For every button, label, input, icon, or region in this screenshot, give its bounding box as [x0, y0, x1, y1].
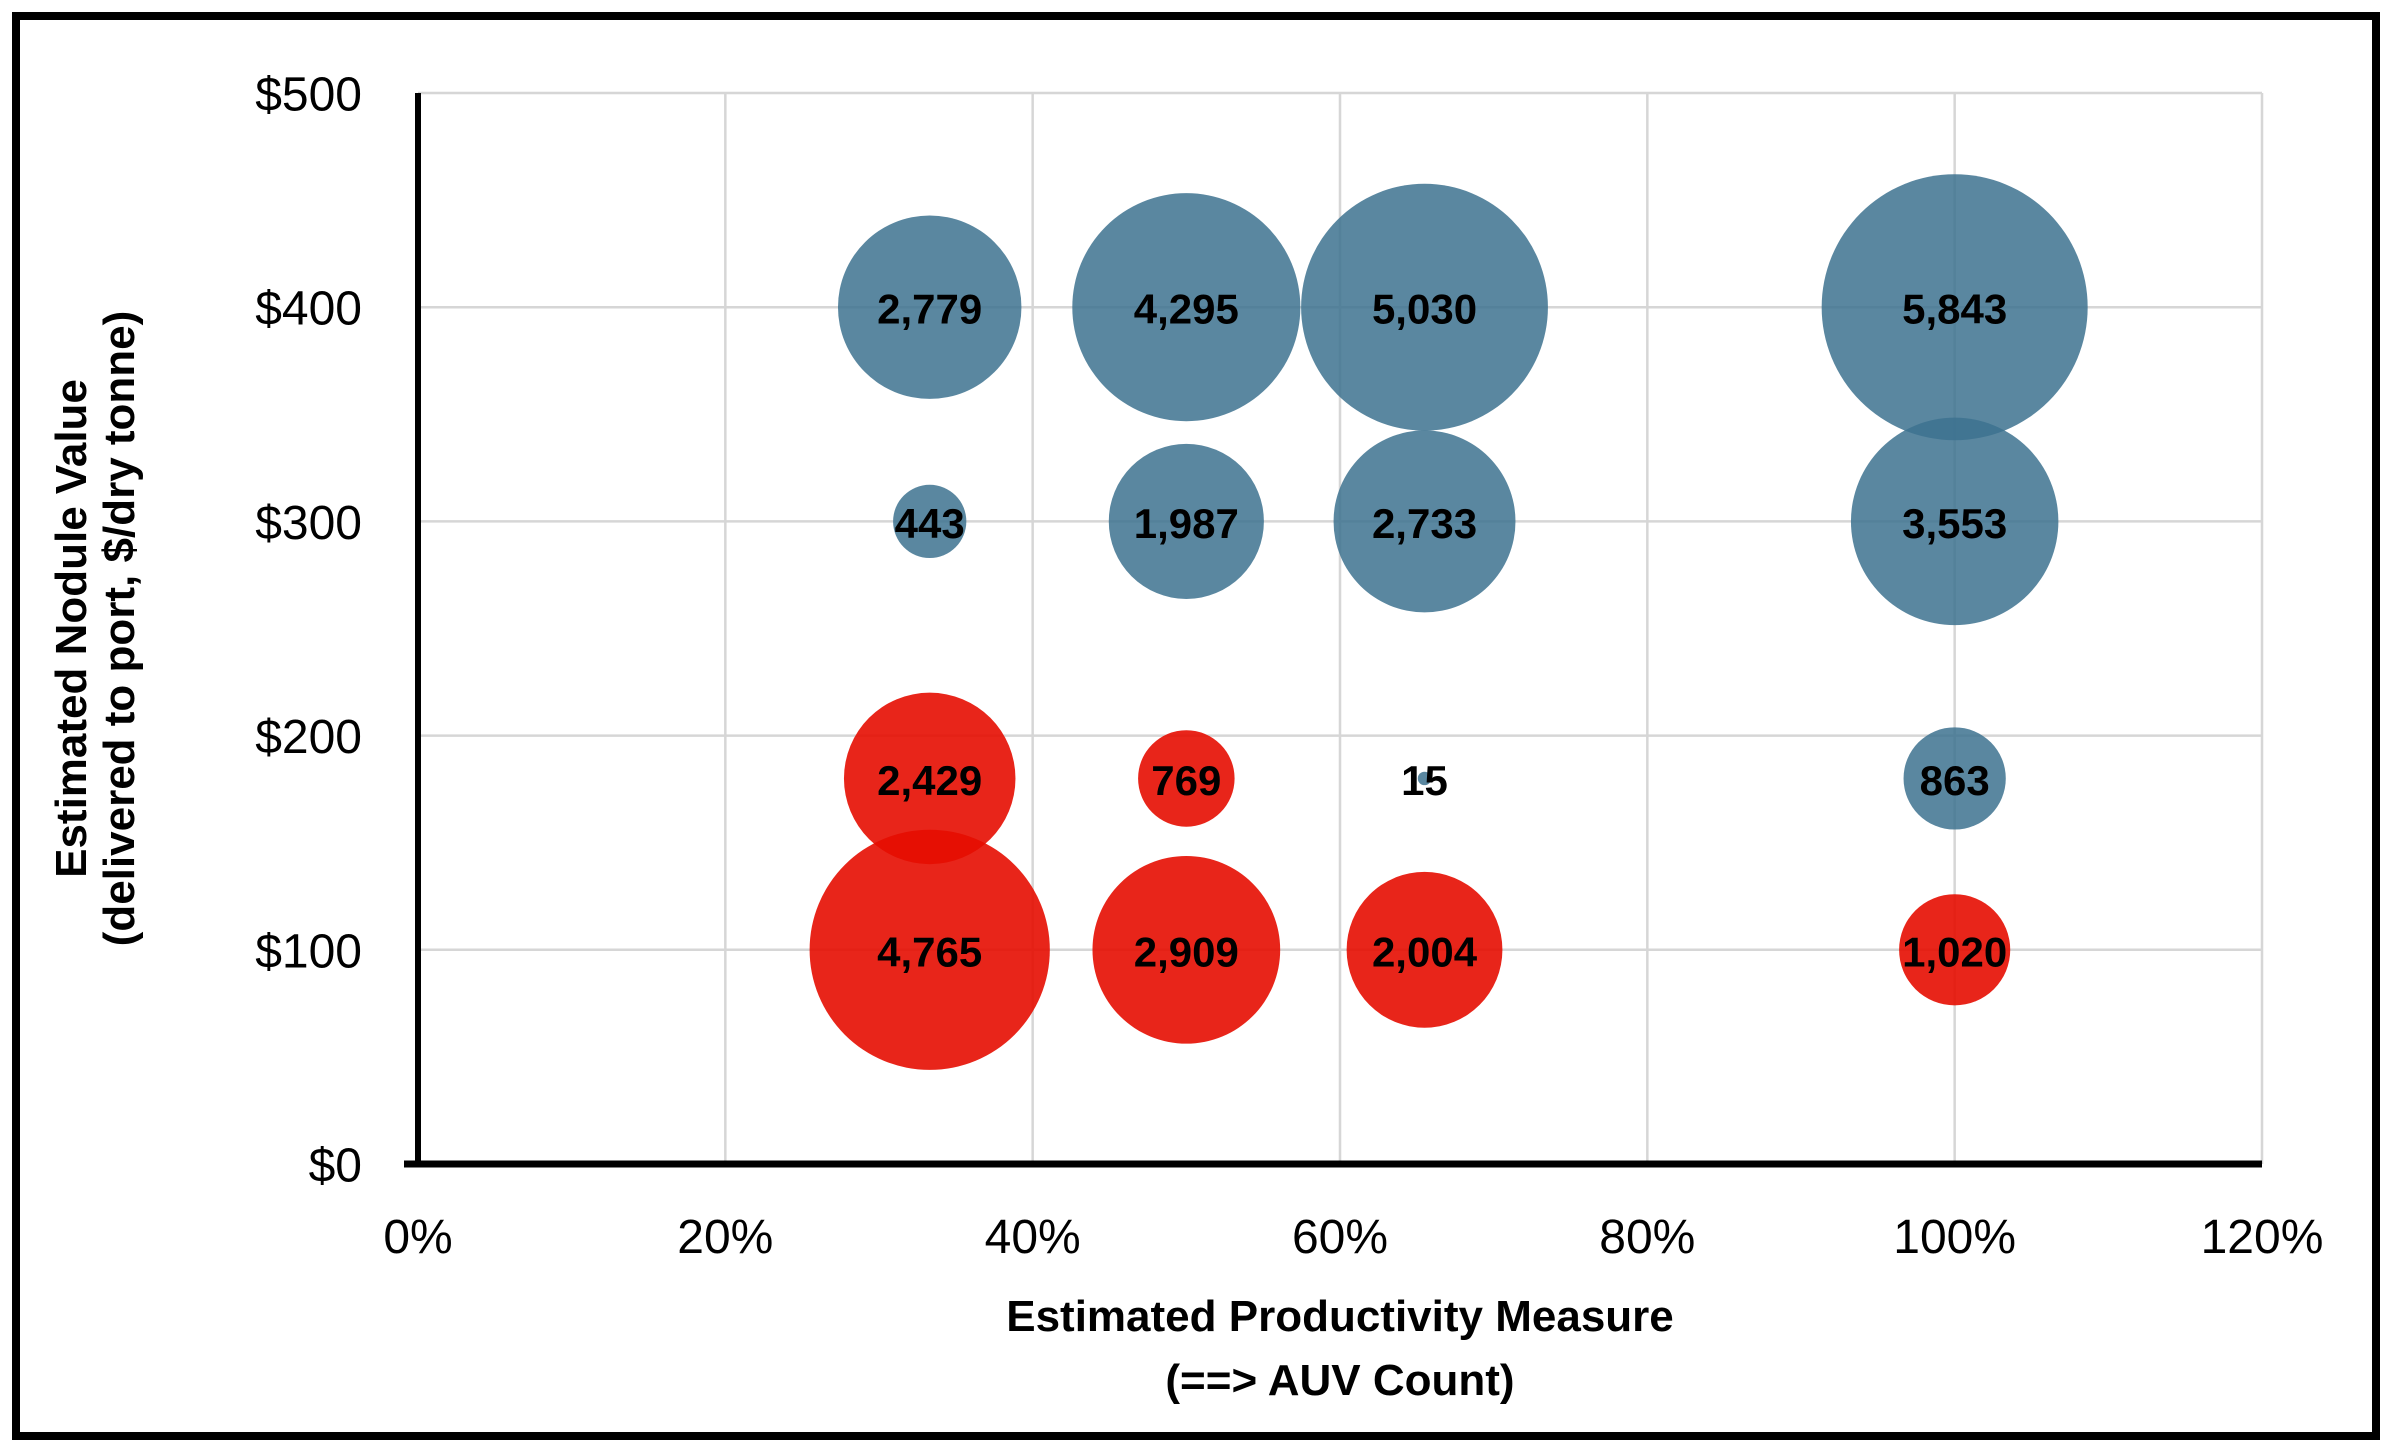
bubble-data-label: 4,765 [877, 928, 982, 975]
x-axis-tick-label: 0% [383, 1211, 452, 1264]
bubble-data-label: 769 [1151, 757, 1221, 804]
y-axis-title: Estimated Nodule Value (delivered to por… [47, 93, 144, 1164]
y-axis-tick-label: $500 [255, 69, 362, 122]
blue-bubble [1850, 417, 2059, 626]
red-bubble [1138, 730, 1235, 827]
blue-bubble [1903, 727, 2006, 830]
y-axis-title-line1: Estimated Nodule Value [47, 379, 96, 878]
bubble-data-label: 3,553 [1902, 500, 2007, 547]
x-axis-title-line2: (==> AUV Count) [1165, 1356, 1515, 1405]
y-axis-tick-label: $400 [255, 283, 362, 336]
blue-bubble [1417, 771, 1432, 786]
blue-bubble [1333, 430, 1516, 613]
red-bubble [1092, 855, 1281, 1044]
x-axis-tick-label: 80% [1599, 1211, 1695, 1264]
bubble-labels-group: 2,779 4,295 5,030 5,843 443 1,987 2,733 3,553 15… [877, 286, 2007, 976]
bubble-data-label: 15 [1401, 757, 1448, 804]
x-axis-title-line1: Estimated Productivity Measure [1006, 1292, 1674, 1341]
tick-labels-group: $0 $100 $200 $300 $400 $500 0% 20% 40% 60% 80% 100%… [255, 69, 2323, 1265]
blue-bubble [1072, 193, 1301, 422]
bubble-data-label: 443 [895, 500, 965, 547]
y-axis-tick-label: $200 [255, 711, 362, 764]
bubble-data-label: 4,295 [1134, 286, 1239, 333]
bubble-data-label: 5,030 [1372, 286, 1477, 333]
red-bubble [843, 692, 1016, 865]
blue-bubble [837, 215, 1022, 399]
y-axis-tick-label: $100 [255, 925, 362, 978]
y-axis-tick-label: $0 [309, 1140, 362, 1193]
blue-bubble [893, 484, 967, 559]
bubble-data-label: 863 [1920, 757, 1990, 804]
bubble-data-label: 1,987 [1134, 500, 1239, 547]
red-bubble [1899, 894, 2011, 1006]
x-axis-title: Estimated Productivity Measure (==> AUV … [418, 1285, 2262, 1413]
axes-group [404, 93, 2262, 1168]
y-axis-title-line2: (delivered to port, $/dry tonne) [95, 310, 144, 947]
y-axis-tick-label: $300 [255, 497, 362, 550]
x-axis-tick-label: 40% [985, 1211, 1081, 1264]
bubble-data-label: 5,843 [1902, 286, 2007, 333]
bubble-data-label: 2,909 [1134, 928, 1239, 975]
x-axis-tick-label: 20% [677, 1211, 773, 1264]
blue-bubble [1301, 183, 1548, 431]
bubble-data-label: 2,779 [877, 286, 982, 333]
x-axis-tick-label: 100% [1893, 1211, 2016, 1264]
bubble-data-label: 2,733 [1372, 500, 1477, 547]
blue-bubble [1821, 174, 2088, 441]
bubble-data-label: 1,020 [1902, 928, 2007, 975]
bubbles-group [809, 174, 2088, 1070]
x-axis-tick-label: 120% [2201, 1211, 2324, 1264]
red-bubble [809, 829, 1050, 1070]
x-axis-tick-label: 60% [1292, 1211, 1388, 1264]
red-bubble [1346, 871, 1503, 1028]
bubble-data-label: 2,429 [877, 757, 982, 804]
bubble-data-label: 2,004 [1372, 928, 1478, 975]
blue-bubble [1108, 443, 1264, 599]
